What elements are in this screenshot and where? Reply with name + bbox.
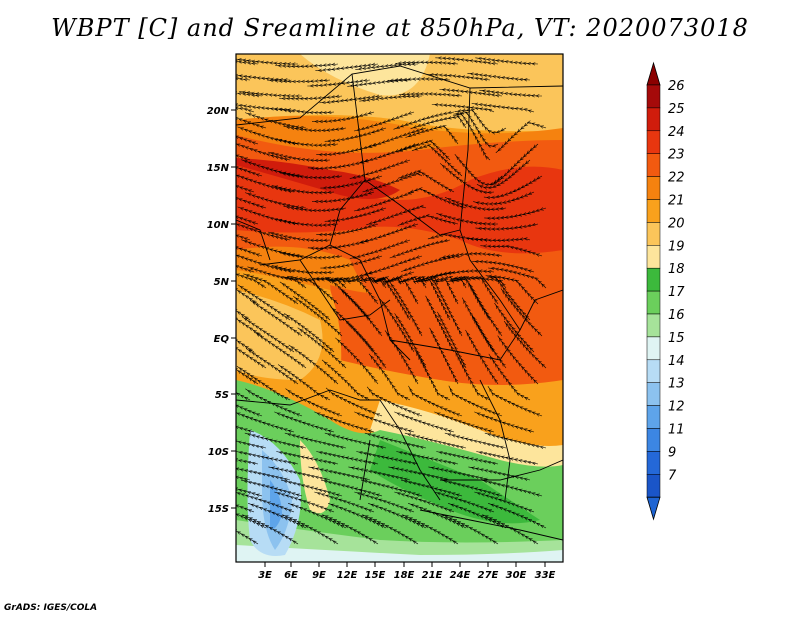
x-tick-label: 6E bbox=[284, 570, 298, 581]
y-tick-label: 15N bbox=[207, 163, 230, 174]
colorbar-swatch bbox=[646, 405, 661, 429]
colorbar-swatch bbox=[646, 451, 661, 475]
latitude-axis: 20N 15N 10N 5N EQ 5S 10S 15S bbox=[207, 106, 236, 515]
colorbar-swatch bbox=[646, 474, 661, 498]
colorbar-label: 9 bbox=[668, 445, 676, 460]
streamline bbox=[452, 114, 491, 161]
y-tick-label: 5S bbox=[215, 390, 229, 401]
colorbar-swatch bbox=[646, 153, 661, 177]
colorbar-swatch bbox=[646, 313, 661, 338]
streamline bbox=[476, 452, 539, 465]
y-tick-label: 20N bbox=[207, 106, 230, 117]
colorbar-swatch bbox=[646, 84, 661, 109]
streamline bbox=[405, 126, 459, 145]
streamline bbox=[467, 73, 531, 80]
colorbar-swatch bbox=[646, 267, 661, 292]
colorbar-label: 12 bbox=[668, 400, 685, 415]
streamline bbox=[467, 238, 531, 240]
colorbar-swatch bbox=[646, 199, 661, 223]
streamline bbox=[475, 224, 539, 229]
streamline bbox=[479, 90, 543, 96]
streamline bbox=[482, 514, 539, 545]
map-plot-area bbox=[235, 53, 564, 563]
x-tick-label: 33E bbox=[535, 570, 556, 581]
streamline bbox=[475, 58, 539, 64]
x-tick-label: 30E bbox=[506, 570, 527, 581]
streamline bbox=[488, 503, 547, 529]
x-tick-label: 27E bbox=[478, 570, 499, 581]
x-tick-label: 24E bbox=[450, 570, 471, 581]
streamline bbox=[468, 467, 531, 480]
y-tick-label: EQ bbox=[214, 334, 230, 345]
streamline bbox=[487, 386, 543, 416]
colorbar-swatch bbox=[646, 382, 661, 406]
colorbar-swatch bbox=[646, 107, 661, 132]
longitude-axis: 3E 6E 9E 12E 15E 18E 21E 24E 27E 30E 33E bbox=[258, 562, 556, 581]
y-tick-label: 15S bbox=[208, 504, 229, 515]
colorbar-label: 17 bbox=[668, 285, 685, 300]
colorbar-swatch bbox=[646, 222, 661, 246]
x-tick-label: 18E bbox=[394, 570, 415, 581]
streamline bbox=[389, 240, 451, 259]
streamline bbox=[471, 103, 535, 112]
x-tick-label: 12E bbox=[337, 570, 358, 581]
colorbar-label: 13 bbox=[668, 377, 685, 392]
colorbar-label: 25 bbox=[668, 102, 685, 117]
streamlines bbox=[236, 57, 547, 545]
streamline bbox=[480, 246, 543, 256]
x-tick-label: 3E bbox=[258, 570, 272, 581]
colorbar-label: 15 bbox=[668, 331, 685, 346]
colorbar-label: 16 bbox=[668, 308, 685, 323]
x-tick-label: 21E bbox=[422, 570, 443, 581]
map-frame bbox=[235, 53, 564, 563]
colorbar-swatch bbox=[646, 130, 661, 154]
map-title: WBPT [C] and Sreamline at 850hPa, VT: 20… bbox=[51, 14, 749, 42]
colorbar-bottom-arrow bbox=[646, 496, 661, 521]
colorbar-label: 26 bbox=[668, 79, 685, 94]
wbpt-shaded-field bbox=[236, 54, 563, 562]
colorbar-label: 14 bbox=[668, 354, 685, 369]
colorbar-top-arrow bbox=[646, 61, 661, 86]
grads-credit: GrADS: IGES/COLA bbox=[4, 603, 98, 613]
colorbar-swatch bbox=[646, 176, 661, 200]
streamline bbox=[484, 432, 547, 448]
colorbar-swatch bbox=[646, 336, 661, 361]
colorbar-label: 11 bbox=[668, 423, 685, 438]
colorbar-swatch bbox=[646, 359, 661, 383]
colorbar-swatch bbox=[646, 290, 661, 315]
colorbar-swatch bbox=[646, 245, 661, 269]
colorbar-label: 22 bbox=[668, 171, 685, 186]
colorbar-label: 19 bbox=[668, 239, 685, 254]
colorbar-label: 7 bbox=[668, 468, 677, 483]
y-tick-label: 10N bbox=[207, 220, 230, 231]
y-tick-label: 5N bbox=[214, 277, 230, 288]
colorbar-label: 20 bbox=[668, 216, 685, 231]
x-tick-label: 9E bbox=[312, 570, 326, 581]
streamline bbox=[488, 268, 547, 289]
y-tick-label: 10S bbox=[208, 447, 229, 458]
colorbar-label: 23 bbox=[668, 148, 685, 163]
wbpt-contour-15 bbox=[236, 545, 563, 562]
colorbar-label: 21 bbox=[668, 194, 685, 209]
colorbar-label: 18 bbox=[668, 262, 685, 277]
colorbar-label: 24 bbox=[668, 125, 685, 140]
colorbar-swatch bbox=[646, 428, 661, 452]
x-tick-label: 15E bbox=[365, 570, 386, 581]
streamline bbox=[474, 411, 535, 432]
colorbar: 26 25 24 23 22 21 20 19 18 17 16 15 14 13 12 11 9 7 bbox=[646, 61, 685, 521]
